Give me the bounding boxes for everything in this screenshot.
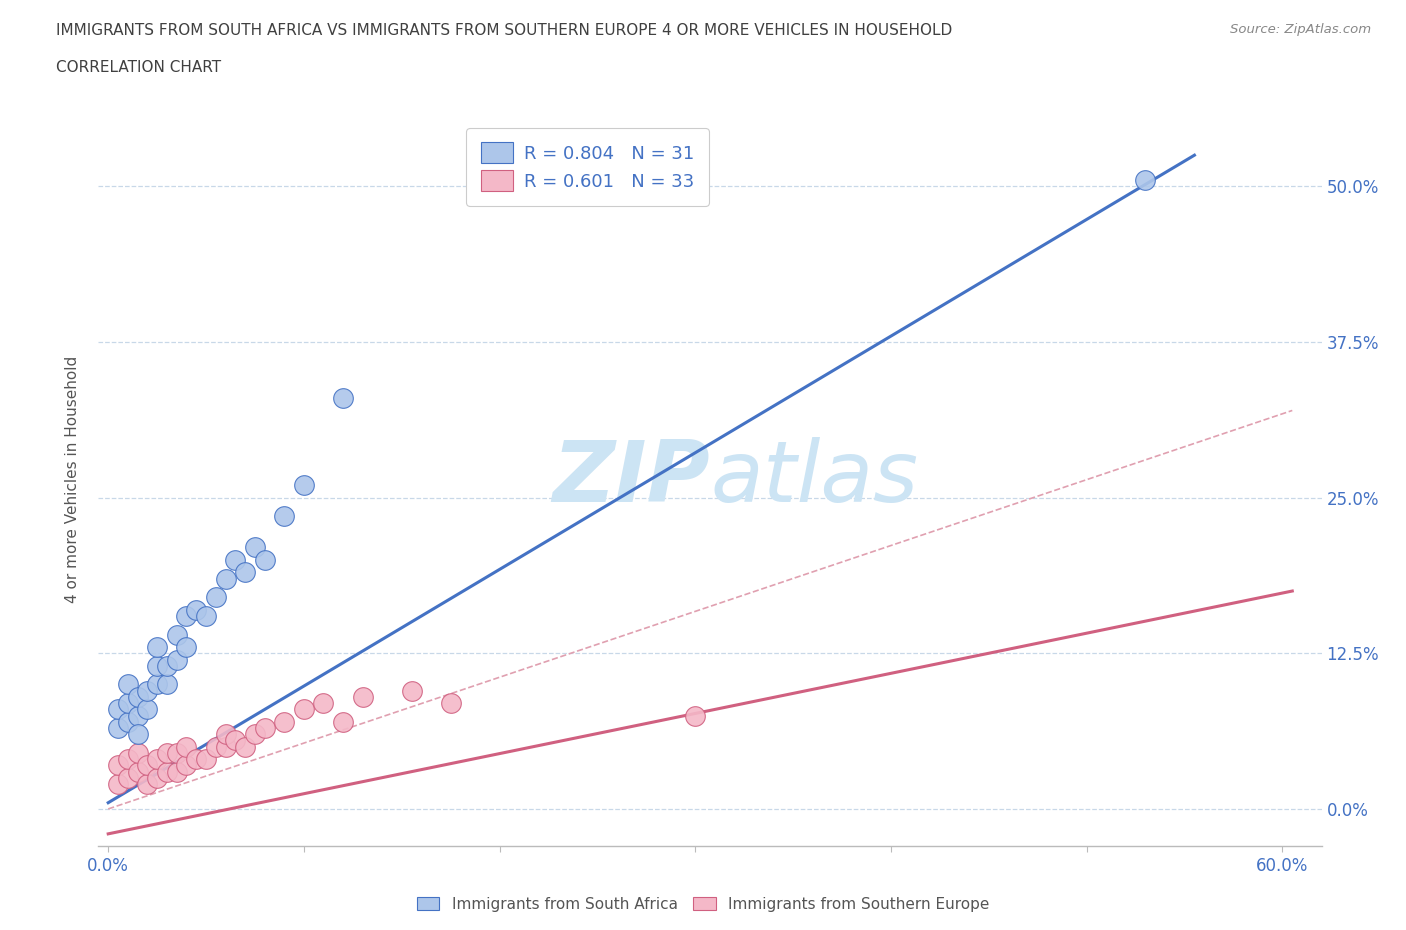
Point (146, 658, 169, 673)
Point (136, 684, 159, 698)
Point (186, 603, 208, 618)
Point (176, 739, 198, 754)
Point (117, 696, 139, 711)
Point (292, 702, 315, 717)
Point (156, 658, 179, 673)
Point (195, 751, 218, 766)
Point (107, 777, 129, 791)
Point (273, 509, 295, 524)
Point (107, 702, 129, 717)
Point (127, 689, 149, 704)
Point (205, 590, 228, 604)
Point (146, 770, 169, 785)
Point (401, 684, 423, 698)
Point (146, 751, 169, 766)
Text: atlas: atlas (710, 437, 918, 521)
Point (166, 652, 188, 667)
Point (176, 608, 198, 623)
Point (146, 677, 169, 692)
Point (166, 746, 188, 761)
Point (156, 746, 179, 761)
Point (156, 764, 179, 779)
Point (166, 764, 188, 779)
Text: CORRELATION CHART: CORRELATION CHART (56, 60, 221, 75)
Text: IMMIGRANTS FROM SOUTH AFRICA VS IMMIGRANTS FROM SOUTHERN EUROPE 4 OR MORE VEHICL: IMMIGRANTS FROM SOUTH AFRICA VS IMMIGRAN… (56, 23, 952, 38)
Point (107, 721, 129, 736)
Point (685, 708, 707, 723)
Point (214, 739, 236, 754)
Point (117, 770, 139, 785)
Point (233, 565, 256, 579)
Point (107, 758, 129, 773)
Point (186, 751, 208, 766)
Point (253, 721, 276, 736)
Point (273, 714, 295, 729)
Legend: R = 0.804   N = 31, R = 0.601   N = 33: R = 0.804 N = 31, R = 0.601 N = 33 (467, 128, 709, 206)
Point (127, 764, 149, 779)
Point (127, 746, 149, 761)
Point (233, 739, 256, 754)
Point (136, 702, 159, 717)
Point (166, 627, 188, 642)
Point (176, 758, 198, 773)
Point (117, 751, 139, 766)
Point (224, 552, 246, 567)
Point (136, 777, 159, 791)
Point (117, 714, 139, 729)
Point (195, 608, 218, 623)
Point (117, 677, 139, 692)
Y-axis label: 4 or more Vehicles in Household: 4 or more Vehicles in Household (65, 355, 80, 603)
Point (292, 478, 315, 493)
Point (136, 758, 159, 773)
Point (332, 714, 354, 729)
Point (156, 677, 179, 692)
Point (214, 571, 236, 586)
Point (440, 696, 463, 711)
Point (205, 739, 228, 754)
Point (332, 391, 354, 405)
Point (1135, 173, 1157, 188)
Text: ZIP: ZIP (553, 437, 710, 521)
Text: Source: ZipAtlas.com: Source: ZipAtlas.com (1230, 23, 1371, 36)
Legend: Immigrants from South Africa, Immigrants from Southern Europe: Immigrants from South Africa, Immigrants… (411, 890, 995, 918)
Point (127, 726, 149, 741)
Point (243, 540, 266, 555)
Point (127, 708, 149, 723)
Point (253, 552, 276, 567)
Point (352, 689, 374, 704)
Point (224, 733, 246, 748)
Point (146, 640, 169, 655)
Point (176, 640, 198, 655)
Point (243, 726, 266, 741)
Point (214, 726, 236, 741)
Point (312, 696, 335, 711)
